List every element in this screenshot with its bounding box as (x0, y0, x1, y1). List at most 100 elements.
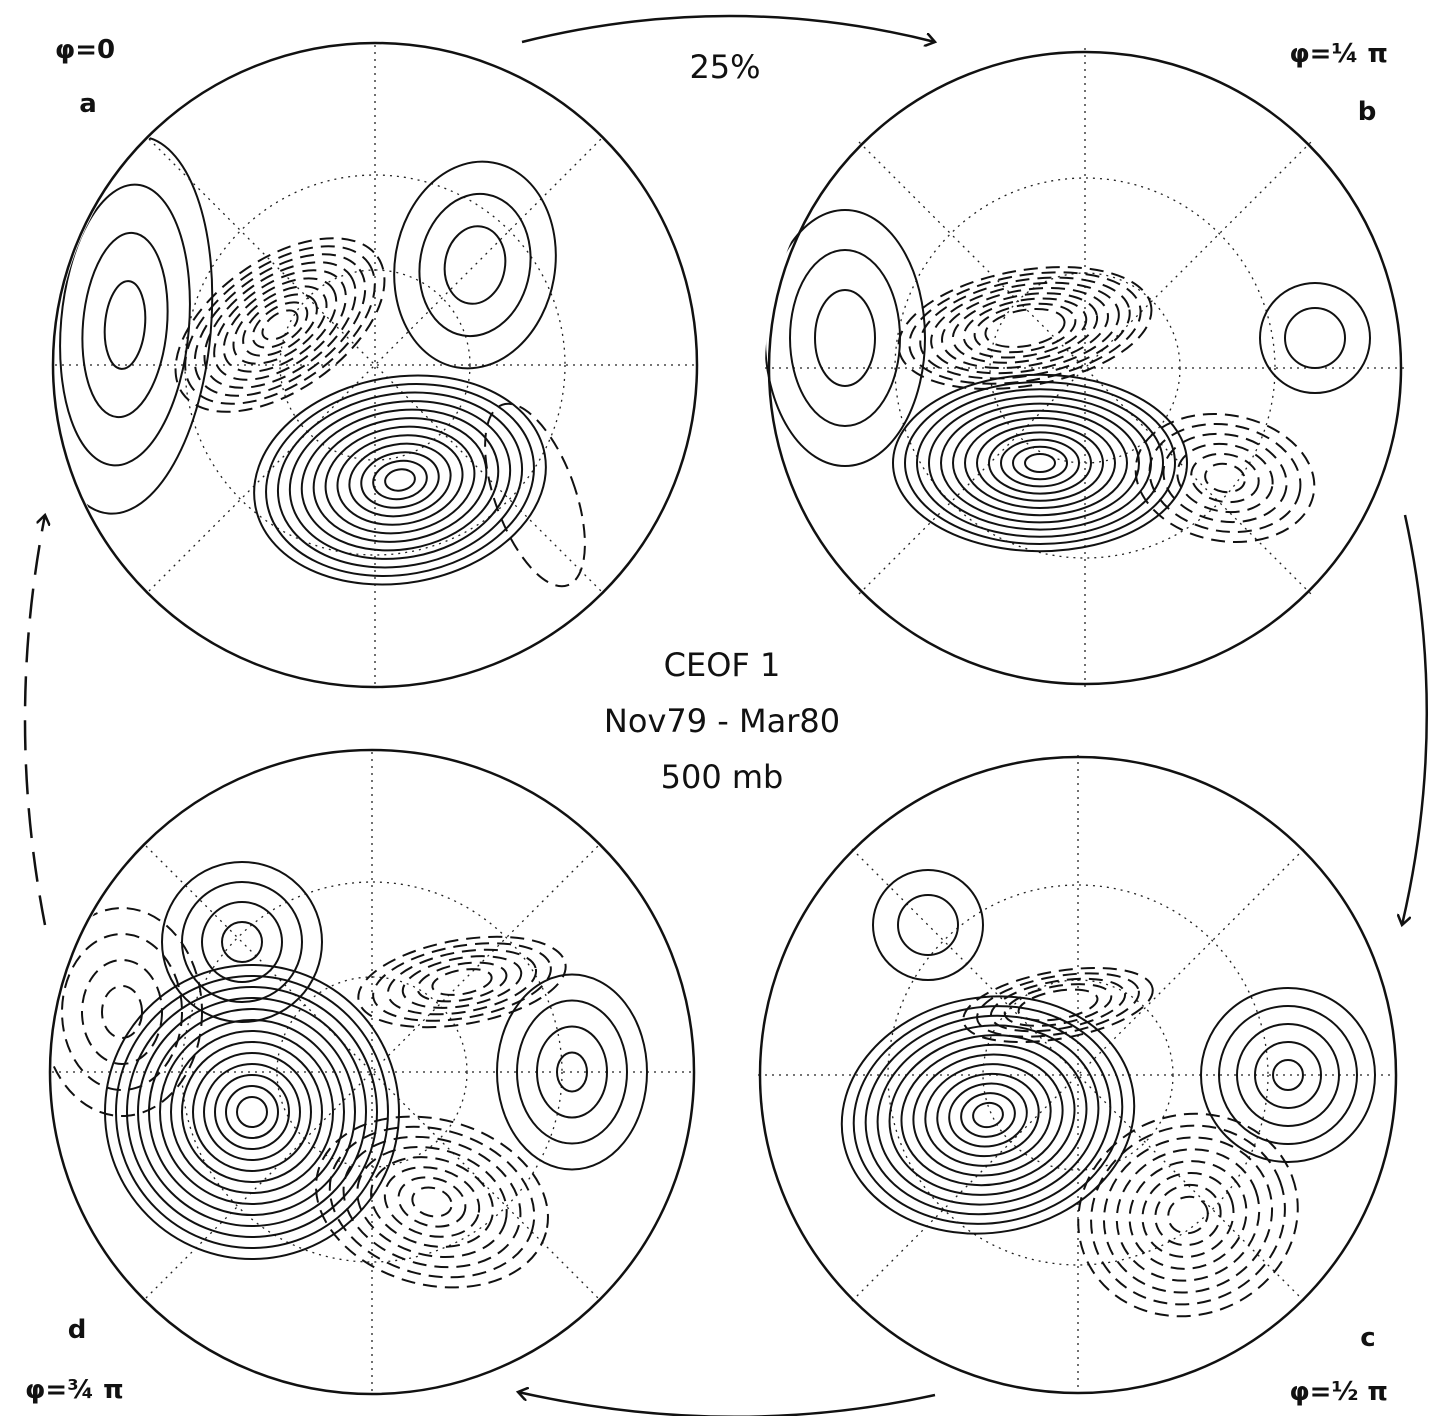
contour (972, 962, 1143, 1047)
variance-percent: 25% (689, 48, 760, 86)
contour (127, 987, 377, 1237)
contour (138, 998, 366, 1226)
contour (790, 250, 900, 426)
phase-label: φ=¼ π (1289, 39, 1388, 69)
contour (924, 269, 1126, 386)
contour (1237, 1024, 1339, 1126)
contour (149, 1009, 355, 1215)
title-line: CEOF 1 (664, 646, 781, 684)
phase-arrow (522, 16, 935, 42)
panel-label: a (79, 89, 97, 119)
panel-label: c (1360, 1323, 1375, 1353)
contour (383, 467, 416, 493)
contour (171, 1031, 333, 1193)
contour (329, 1118, 535, 1286)
contour (313, 1105, 552, 1299)
contour (890, 1031, 1086, 1198)
contour (75, 229, 175, 420)
contour (1172, 437, 1278, 520)
contour (399, 948, 526, 1016)
contour (953, 411, 1127, 515)
contour (1066, 1099, 1311, 1332)
contour (1013, 447, 1067, 479)
figure: φ=0 a 25% φ=¼ π b φ=½ π c φ=¾ π d CEOF 1… (0, 0, 1429, 1416)
contour (222, 922, 262, 962)
contour (1025, 454, 1055, 472)
contour (1016, 984, 1100, 1025)
contour (931, 1066, 1046, 1164)
panel-label: d (68, 1315, 87, 1345)
contour (202, 902, 282, 982)
map-panel (765, 48, 1405, 688)
contour (929, 396, 1151, 529)
contour (1131, 1160, 1246, 1269)
contour (958, 955, 1159, 1055)
contour (257, 305, 302, 346)
contour (82, 960, 162, 1064)
contour (1098, 1129, 1278, 1300)
contour (439, 221, 512, 308)
phase-label: φ=½ π (1289, 1377, 1388, 1407)
contour (836, 985, 1139, 1245)
contour (873, 870, 983, 980)
contour (815, 290, 875, 386)
contour (207, 259, 352, 390)
contour (204, 1064, 300, 1160)
contour (1203, 461, 1247, 496)
contour (377, 1157, 487, 1247)
title-line: 500 mb (661, 758, 784, 796)
contour (1187, 449, 1262, 508)
contour (409, 1183, 455, 1220)
contour (982, 303, 1067, 352)
contour (898, 895, 958, 955)
contour (116, 976, 388, 1248)
contour (157, 214, 402, 435)
contour (947, 283, 1102, 373)
contour (330, 426, 469, 535)
contour (912, 263, 1137, 394)
contour (361, 1144, 503, 1260)
contour (232, 282, 327, 368)
contour (1260, 283, 1370, 393)
contour (393, 1170, 471, 1234)
map-panel (23, 43, 697, 687)
title-line: Nov79 - Mar80 (604, 702, 840, 740)
contour (944, 1078, 1032, 1153)
contour (905, 382, 1175, 544)
contour (226, 1086, 278, 1138)
contour (357, 446, 443, 513)
contour (408, 185, 541, 345)
contour (49, 179, 201, 471)
phase-label: φ=0 (55, 35, 115, 65)
contour (958, 1089, 1019, 1141)
phase-arrow (25, 515, 45, 925)
contour (370, 457, 430, 504)
phase-label: φ=¾ π (25, 1375, 124, 1405)
contour (1141, 412, 1309, 543)
contour (220, 271, 340, 380)
contour (101, 279, 149, 370)
map-panel (42, 750, 694, 1394)
contour (901, 256, 1150, 400)
contour (893, 375, 1187, 551)
panel-label: b (1358, 97, 1377, 127)
contour (378, 149, 572, 382)
contour (415, 956, 510, 1007)
contour (977, 425, 1103, 501)
map-panel (758, 755, 1398, 1395)
contour (237, 353, 562, 607)
contour (102, 986, 142, 1038)
contour (1147, 1176, 1229, 1254)
contour (23, 129, 227, 521)
contour (193, 1053, 311, 1171)
contour (989, 432, 1091, 493)
contour (1163, 1191, 1213, 1239)
contour (941, 404, 1139, 523)
phase-arrow (1402, 515, 1427, 925)
contour (297, 1092, 568, 1313)
contour (367, 931, 557, 1033)
phase-arrow (518, 1392, 935, 1416)
contour (245, 293, 315, 356)
contour (877, 1020, 1099, 1210)
contour (959, 290, 1091, 366)
